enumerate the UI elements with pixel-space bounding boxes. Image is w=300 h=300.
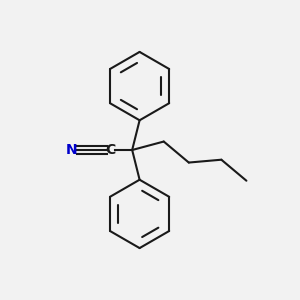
Text: N: N bbox=[65, 143, 77, 157]
Text: C: C bbox=[106, 143, 116, 157]
